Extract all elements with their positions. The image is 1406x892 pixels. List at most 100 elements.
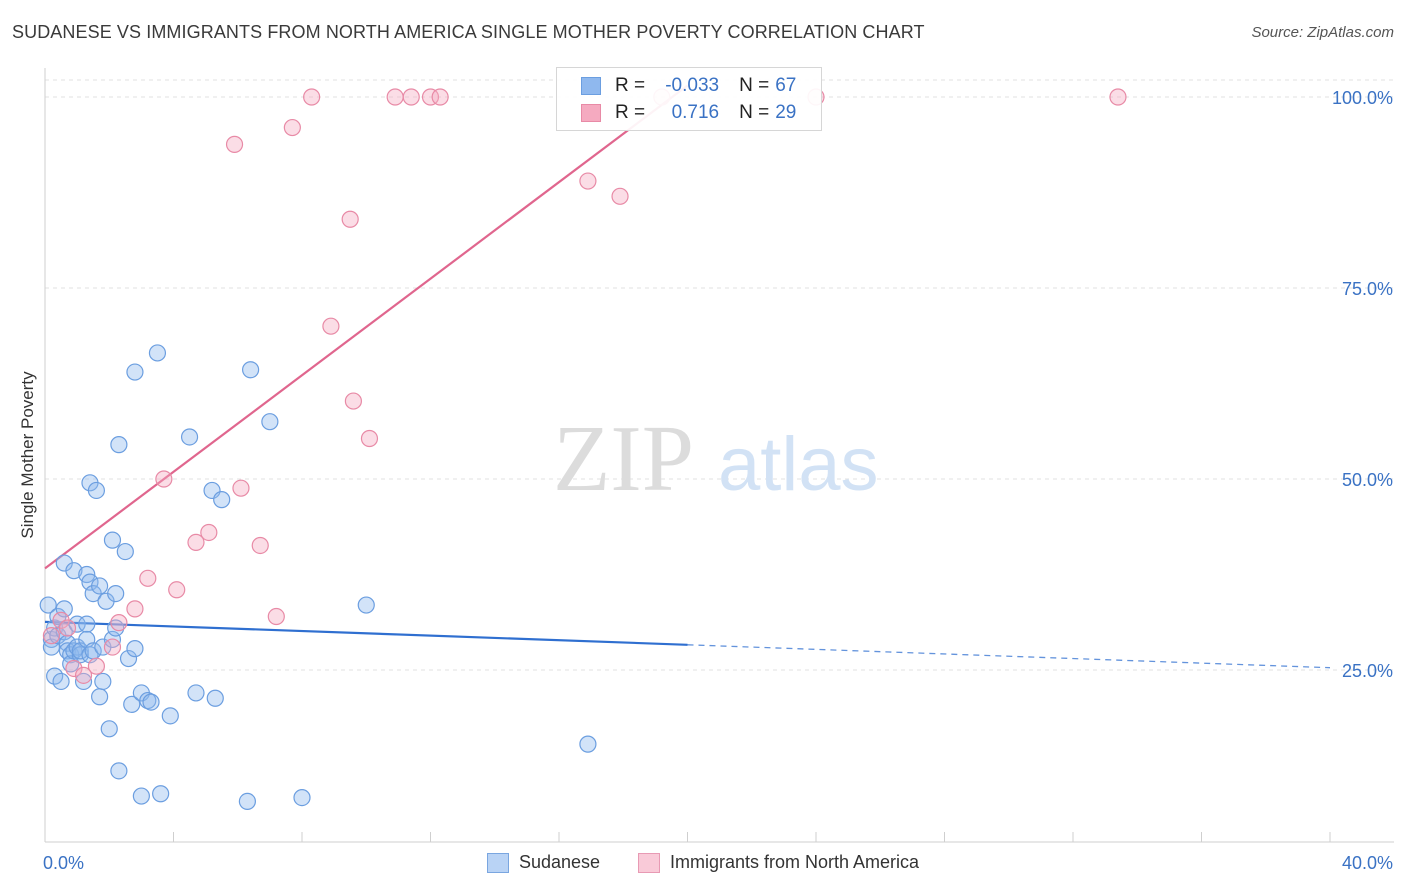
legend-swatch-immigrants [581,104,601,122]
immigrants-point [110,614,128,632]
y-tick-label: 25.0% [1342,661,1393,681]
legend-label-immigrants: Immigrants from North America [670,852,920,872]
sudanese-point [148,344,167,362]
sudanese-point [116,542,134,561]
sudanese-point [110,762,128,780]
immigrants-point [579,172,597,190]
sudanese-trend-line [44,620,688,646]
sudanese-point [152,785,170,803]
r-label: R = [615,75,646,96]
x-tick-label: 40.0% [1342,853,1393,873]
source-label: Source: ZipAtlas.com [1251,24,1394,41]
sudanese-point [206,689,224,707]
sudanese-point [103,531,122,549]
watermark-zip: ZIP [553,407,694,511]
data-points [39,88,1127,811]
sudanese-point [142,693,160,711]
sudanese-point [123,695,141,713]
sudanese-point [110,436,128,454]
trend-lines [44,84,1331,669]
immigrants-point [344,392,362,410]
legend-row-sudanese: R = -0.033 N = 67 [557,72,796,100]
sudanese-point [91,577,109,595]
sudanese-point [78,615,96,633]
r-value-immigrants: 0.716 [671,102,720,123]
sudanese-point [68,615,86,633]
immigrants-point [303,88,321,106]
x-tick-label: 0.0% [43,853,84,873]
tick-labels: 25.0% 50.0% 75.0% 100.0% 0.0% 40.0% [43,88,1393,873]
chart-title: SUDANESE VS IMMIGRANTS FROM NORTH AMERIC… [12,22,925,42]
watermark-atlas: atlas [718,422,879,507]
immigrants-point [1109,88,1127,106]
immigrants-point [360,429,379,448]
series-legend: Sudanese Immigrants from North America [0,852,1406,876]
n-value-immigrants: 29 [775,102,797,123]
legend-item-sudanese[interactable]: Sudanese [487,852,600,873]
sudanese-point [65,562,83,580]
sudanese-point [91,688,109,706]
sudanese-point [87,481,106,500]
immigrants-point [341,210,359,228]
sudanese-point [293,788,311,807]
immigrants-point [65,659,83,678]
immigrants-point [402,88,420,106]
sudanese-point [357,596,375,614]
immigrants-point [103,638,122,656]
n-label: N = [739,102,770,123]
n-label: N = [739,75,770,96]
sudanese-point [213,491,231,509]
sudanese-point [39,596,57,614]
immigrants-point [74,666,93,684]
immigrants-point [225,135,244,153]
sudanese-point [107,619,125,637]
sudanese-point [107,584,125,603]
legend-swatch-immigrants [638,852,660,873]
sudanese-point [94,672,112,691]
sudanese-point [100,720,118,738]
sudanese-point [74,672,93,691]
sudanese-point [52,672,70,691]
legend-swatch-sudanese [487,852,509,873]
immigrants-point [431,88,449,106]
axes [44,68,1394,843]
sudanese-point [242,361,260,379]
legend-item-immigrants[interactable]: Immigrants from North America [638,852,919,873]
sudanese-point [187,684,205,702]
immigrants-point [155,470,173,488]
immigrants-point [232,479,250,497]
sudanese-point [261,413,279,431]
y-tick-label: 100.0% [1332,88,1393,108]
immigrants-point [139,569,157,587]
immigrants-point [267,607,285,626]
immigrants-point [322,317,340,335]
y-tick-label: 50.0% [1342,470,1393,490]
legend-row-immigrants: R = 0.716 N = 29 [557,99,796,127]
r-label: R = [615,102,646,123]
immigrants-point [421,88,440,106]
immigrants-point [168,581,186,599]
sudanese-point [126,640,144,658]
legend-label-sudanese: Sudanese [519,852,601,872]
r-value-sudanese: -0.033 [665,75,720,96]
immigrants-point [58,619,77,637]
sudanese-point [238,792,256,811]
immigrants-point [187,533,205,552]
immigrants-trend-line [44,84,689,570]
y-tick-label: 75.0% [1342,279,1393,299]
sudanese-point [126,363,144,381]
immigrants-point [611,187,629,205]
correlation-legend: R = -0.033 N = 67 R = 0.716 N = 29 [556,67,822,131]
immigrants-point [251,536,269,555]
sudanese-point [119,649,138,668]
immigrants-point [87,657,106,675]
sudanese-point [579,735,597,753]
sudanese-trend-extension [687,644,1331,669]
sudanese-point [71,646,89,664]
immigrants-point [283,118,301,137]
sudanese-point [180,428,199,446]
sudanese-point [132,787,150,805]
immigrants-point [386,88,404,106]
immigrants-point [126,600,144,618]
